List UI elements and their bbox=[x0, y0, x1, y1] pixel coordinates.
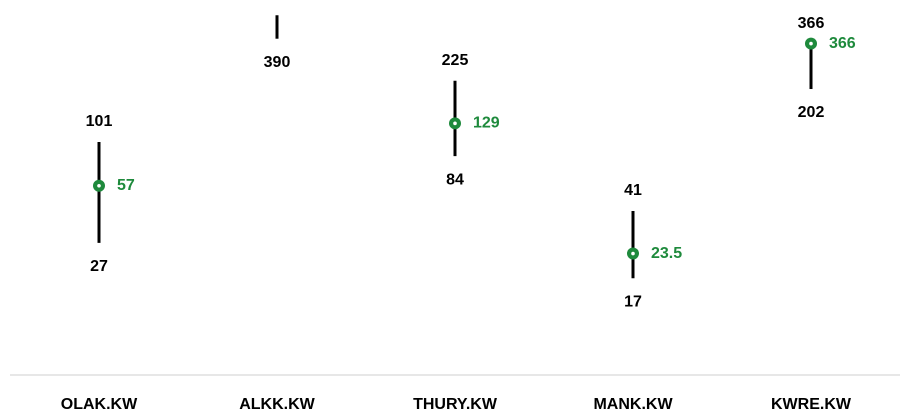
high-label: 41 bbox=[624, 182, 642, 199]
last-label: 23.5 bbox=[651, 245, 682, 262]
low-label: 202 bbox=[798, 104, 825, 121]
last-marker-dot bbox=[97, 183, 101, 188]
x-tick-label: ALKK.KW bbox=[239, 396, 315, 412]
x-tick-label: THURY.KW bbox=[413, 396, 498, 412]
low-label: 27 bbox=[90, 258, 108, 275]
x-tick-label: MANK.KW bbox=[593, 396, 673, 412]
x-tick-label: KWRE.KW bbox=[771, 396, 852, 412]
high-label: 366 bbox=[798, 15, 825, 32]
low-label: 390 bbox=[264, 54, 291, 71]
last-label: 57 bbox=[117, 177, 135, 194]
x-tick-label: OLAK.KW bbox=[61, 396, 138, 412]
high-label: 225 bbox=[442, 52, 469, 69]
low-label: 17 bbox=[624, 294, 642, 311]
last-label: 129 bbox=[473, 115, 500, 132]
last-marker-dot bbox=[453, 121, 457, 126]
last-label: 366 bbox=[829, 35, 856, 52]
high-label: 101 bbox=[86, 113, 113, 130]
last-marker-dot bbox=[631, 251, 635, 256]
low-label: 84 bbox=[446, 171, 464, 188]
last-marker-dot bbox=[809, 41, 813, 46]
